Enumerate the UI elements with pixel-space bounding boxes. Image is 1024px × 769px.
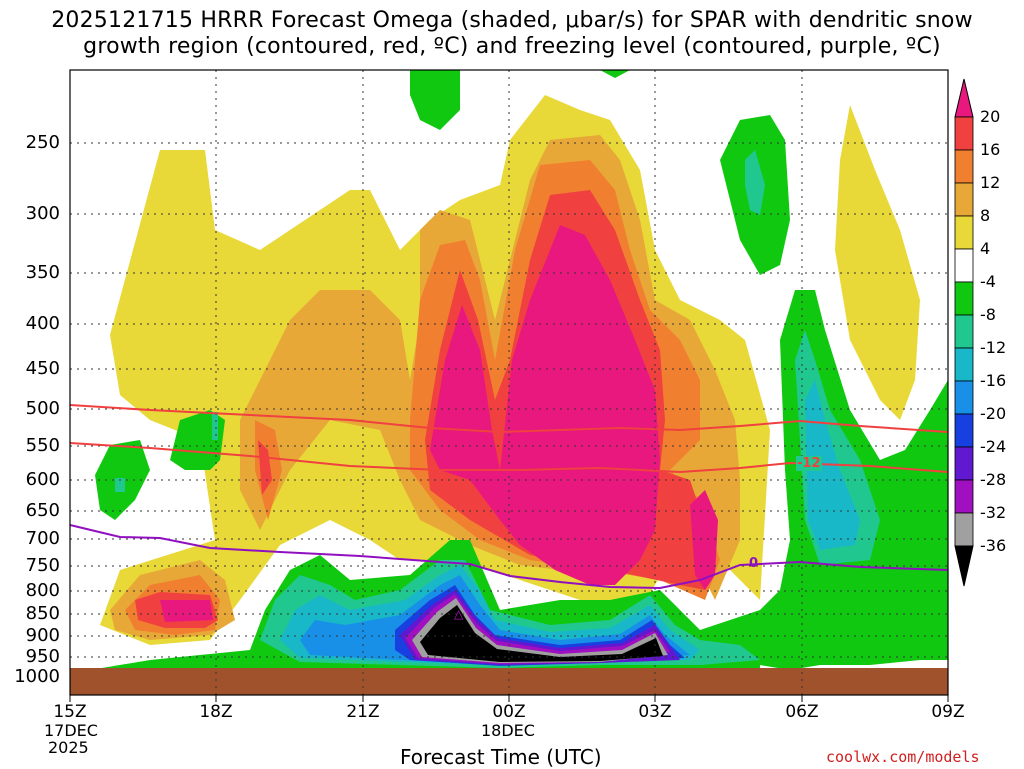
colorbar-swatch [954,479,974,514]
colorbar-label: 12 [980,173,1001,192]
x-tick-label: 15Z [53,702,87,722]
x-tick-sublabel: 17DEC [44,721,98,740]
colorbar-arrow-bottom [954,545,974,587]
colorbar-label: 4 [980,239,991,258]
y-tick-label: 950 [25,646,60,667]
y-tick-label: 1000 [14,666,60,687]
axis-ticks [69,695,949,702]
colorbar-label: -4 [980,272,996,291]
colorbar-swatch [954,512,974,547]
colorbar-label: -24 [980,437,1007,456]
y-tick-label: 500 [25,398,60,419]
omega-band-gt20-left [160,600,213,622]
y-tick-label: 600 [25,469,60,490]
omega-band-neg4-left2 [170,410,225,470]
y-tick-label: 450 [25,358,60,379]
colorbar-arrow-top [954,78,974,118]
omega-band-neg4 [410,70,460,130]
y-tick-label: 750 [25,555,60,576]
omega-band-16-20-left [258,440,272,495]
credit-link[interactable]: coolwx.com/models [826,748,980,766]
colorbar-label: -28 [980,470,1007,489]
colorbar-swatch [954,215,974,250]
contour-dgz-top [69,404,949,434]
y-tick-label: 300 [25,203,60,224]
y-tick-label: 250 [25,132,60,153]
colorbar-label: 20 [980,107,1001,126]
contour-label-freezing: 0 [749,556,759,571]
x-tick-label: 18Z [199,702,233,722]
omega-band-4-8-east [835,105,920,420]
x-tick-label: 21Z [346,702,380,722]
contour-freezing-level [69,524,949,590]
omega-band-lt36 [420,605,663,662]
omega-band-gt20-right [690,490,718,590]
colorbar-swatch [954,446,974,481]
x-axis-title: Forecast Time (UTC) [400,745,602,769]
colorbar-label: -36 [980,536,1007,555]
y-tick-label: 350 [25,262,60,283]
colorbar-label: -16 [980,371,1007,390]
y-tick-label: 800 [25,580,60,601]
colorbar-swatch [954,248,974,283]
x-tick-label: 00Z [492,702,526,722]
colorbar-swatch [954,413,974,448]
contour-label-freezing-marker: △ [454,607,464,621]
x-tick-sublabel-year: 2025 [48,738,89,757]
colorbar-swatch [954,116,974,151]
colorbar-swatch [954,281,974,316]
omega-band-neg8-left2 [115,478,125,492]
colorbar-label: -8 [980,305,996,324]
colorbar-label: -12 [980,338,1007,357]
x-tick-label: 06Z [785,702,819,722]
colorbar-label: 8 [980,206,991,225]
colorbar-swatch [954,149,974,184]
y-tick-label: 550 [25,435,60,456]
y-tick-label: 650 [25,500,60,521]
omega-band-neg8 [745,150,765,215]
colorbar [954,78,974,587]
y-tick-label: 400 [25,313,60,334]
omega-band-gt20 [430,225,660,585]
colorbar-swatch [954,182,974,217]
y-tick-label: 700 [25,528,60,549]
colorbar-label: 16 [980,140,1001,159]
chart-title-line2: growth region (contoured, red, ºC) and f… [83,34,941,59]
omega-band-neg4-top [600,70,630,78]
x-tick-sublabel: 18DEC [481,721,535,740]
x-tick-label: 03Z [638,702,672,722]
contour-label-dgz: -12 [796,456,822,471]
colorbar-label: -32 [980,503,1007,522]
colorbar-label: -20 [980,404,1007,423]
omega-band-neg8-left [212,412,218,440]
colorbar-swatch [954,347,974,382]
x-tick-label: 09Z [931,702,965,722]
y-tick-label: 900 [25,625,60,646]
colorbar-swatch [954,380,974,415]
colorbar-swatch [954,314,974,349]
y-tick-label: 850 [25,603,60,624]
chart-title-line1: 2025121715 HRRR Forecast Omega (shaded, … [51,8,973,33]
